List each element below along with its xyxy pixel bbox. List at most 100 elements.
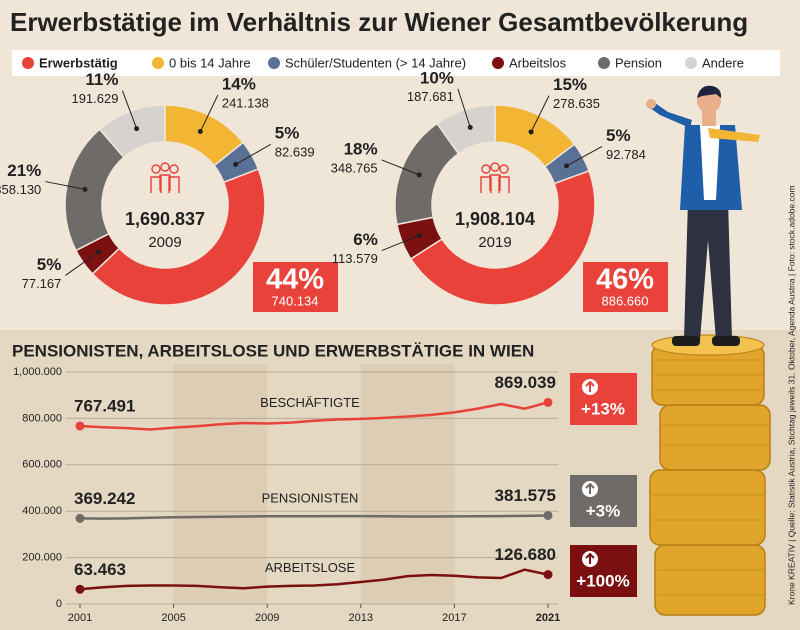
y-tick-label: 0 — [56, 598, 62, 610]
donut-segment — [98, 104, 166, 159]
change-badge — [570, 373, 637, 425]
leader-line — [566, 146, 603, 167]
leader-line — [45, 181, 86, 190]
person-icon — [480, 162, 510, 193]
value-label: 92.784 — [606, 147, 646, 162]
value-label: 767.491 — [74, 396, 135, 415]
line-chart-title: PENSIONISTEN, ARBEITSLOSE UND ERWERBSTÄT… — [12, 341, 534, 360]
y-tick-label: 1,000.000 — [13, 366, 62, 378]
person-head — [160, 162, 170, 172]
person-body — [150, 176, 162, 193]
share-badge — [583, 262, 668, 312]
share-label: 11% — [85, 70, 118, 89]
leader-dot — [134, 126, 140, 132]
person-body — [489, 174, 501, 191]
year-label: 2009 — [148, 234, 181, 251]
leader-line — [457, 88, 471, 128]
x-tick-label: 2013 — [349, 612, 373, 624]
end-point — [543, 397, 553, 407]
share-label: 18% — [344, 139, 378, 158]
y-tick-label: 800.000 — [22, 412, 62, 424]
series-name: BESCHÄFTIGTE — [260, 395, 360, 410]
share-badge — [253, 262, 338, 312]
share-label: 15% — [553, 75, 587, 94]
leader-line — [235, 143, 272, 165]
column-band — [173, 364, 268, 604]
share-label: 5% — [606, 126, 631, 145]
person-head — [490, 162, 500, 172]
legend-label: Schüler/Studenten (> 14 Jahre) — [285, 55, 466, 70]
value-label: 381.575 — [495, 486, 556, 505]
legend-label: Andere — [702, 55, 744, 70]
total-label: 1,908.104 — [455, 209, 535, 229]
value-label: 278.635 — [553, 96, 600, 111]
y-tick-label: 200.000 — [22, 552, 62, 564]
x-tick-label: 2001 — [68, 612, 92, 624]
legend-swatch — [268, 57, 280, 69]
legend-label: Arbeitslos — [509, 55, 567, 70]
value-label: 126.680 — [495, 545, 556, 564]
y-tick-label: 600.000 — [22, 459, 62, 471]
value-label: 113.579 — [332, 251, 378, 266]
leader-dot — [416, 232, 422, 238]
value-label: 191.629 — [71, 91, 118, 106]
share-label: 44% — [266, 264, 324, 296]
series-name: PENSIONISTEN — [262, 491, 359, 506]
share-label: 21% — [7, 161, 41, 180]
donut-segment — [436, 104, 496, 155]
value-label: 740.134 — [272, 293, 319, 308]
share-label: 46% — [596, 264, 654, 296]
year-label: 2019 — [478, 234, 511, 251]
leader-line — [381, 159, 420, 176]
leader-dot — [528, 129, 534, 135]
arrow-up — [585, 380, 595, 392]
source-note: Krone KREATIV | Quelle: Statistik Austri… — [786, 185, 796, 605]
legend-label: Erwerbstätig — [39, 55, 118, 70]
share-label: 14% — [222, 75, 256, 94]
change-label: +13% — [581, 399, 625, 418]
leader-dot — [233, 161, 239, 167]
share-label: 10% — [420, 68, 454, 87]
y-tick-label: 400.000 — [22, 505, 62, 517]
value-label: 348.765 — [331, 160, 378, 175]
end-point — [75, 421, 85, 431]
end-point — [75, 584, 85, 594]
legend-label: 0 bis 14 Jahre — [169, 55, 251, 70]
legend-swatch — [152, 57, 164, 69]
legend-swatch — [685, 57, 697, 69]
x-tick-label: 2009 — [255, 612, 279, 624]
person-head — [499, 164, 509, 174]
leader-line — [381, 234, 420, 252]
arrow-up — [585, 482, 595, 494]
person-head — [151, 164, 161, 174]
value-label: 869.039 — [495, 373, 556, 392]
end-point — [543, 510, 553, 520]
leader-dot — [95, 249, 101, 255]
end-point — [75, 513, 85, 523]
series-line — [79, 568, 549, 591]
leader-line — [199, 94, 219, 132]
series-line — [79, 514, 549, 520]
end-point — [543, 570, 553, 580]
person-head — [481, 164, 491, 174]
total-label: 1,690.837 — [125, 209, 205, 229]
legend-swatch — [492, 57, 504, 69]
person-body — [159, 174, 171, 191]
change-badge — [570, 475, 637, 527]
column-band — [360, 364, 455, 604]
value-label: 358.130 — [0, 182, 41, 197]
change-label: +3% — [586, 501, 621, 520]
leader-dot — [82, 186, 88, 192]
value-label: 82.639 — [275, 145, 315, 160]
series-name: ARBEITSLOSE — [265, 560, 356, 575]
illustration — [646, 85, 771, 616]
legend-box — [12, 50, 780, 76]
donut-segment — [409, 169, 596, 306]
leader-line — [122, 90, 138, 129]
person-body — [168, 176, 180, 193]
legend-label: Pension — [615, 55, 662, 70]
share-label: 5% — [275, 124, 300, 143]
x-tick-label: 2005 — [161, 612, 185, 624]
